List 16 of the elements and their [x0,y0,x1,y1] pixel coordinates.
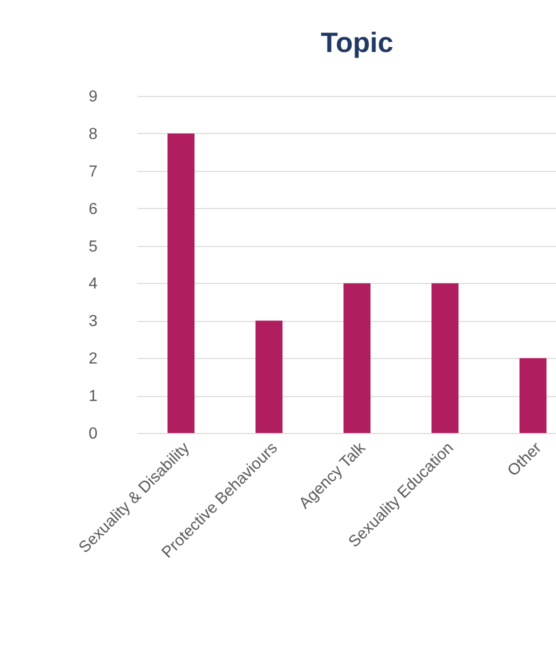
bar [344,283,370,433]
y-tick-label: 6 [88,200,98,218]
chart-title: Topic [320,27,394,58]
bar [520,358,546,433]
y-tick-label: 8 [88,126,98,143]
y-tick-label: 2 [88,350,98,368]
bar [256,320,282,433]
y-tick-label: 5 [88,238,98,256]
bar [432,283,458,433]
y-tick-label: 4 [88,276,98,293]
bar [168,133,194,433]
y-tick-label: 0 [88,426,98,442]
y-tick-label: 1 [88,388,98,406]
y-tick-label: 7 [88,163,98,180]
y-tick-label: 3 [88,313,98,330]
y-tick-label: 9 [88,88,98,106]
